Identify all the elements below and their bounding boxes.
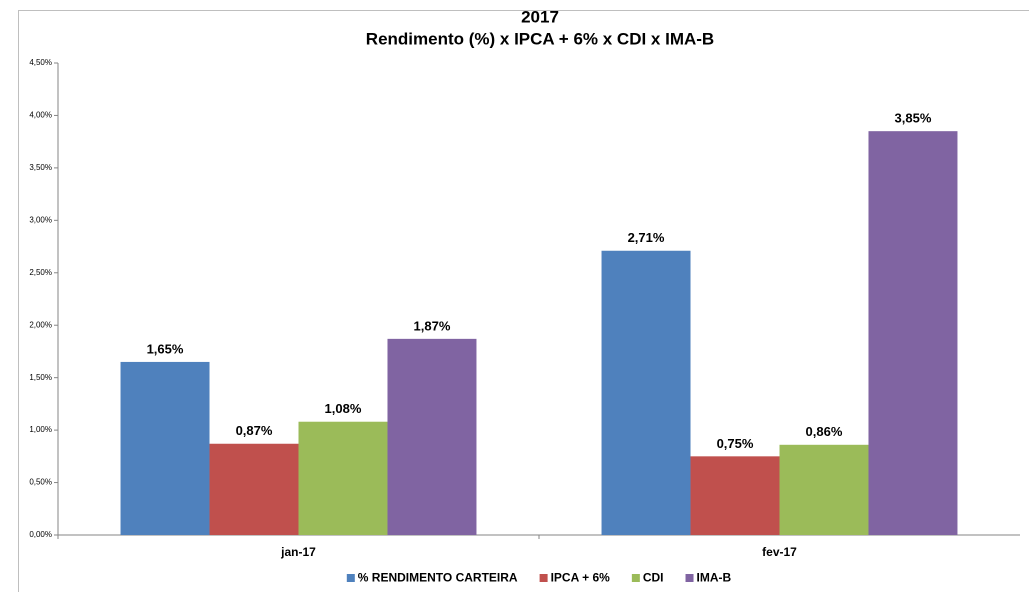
bar <box>690 456 780 535</box>
bar <box>209 443 299 535</box>
y-tick-label: 4,50% <box>29 58 52 67</box>
y-tick-label: 4,00% <box>29 111 52 120</box>
legend-swatch <box>685 574 694 582</box>
data-label: 0,86% <box>806 424 843 439</box>
data-label: 1,08% <box>325 401 362 416</box>
legend-label: IPCA + 6% <box>551 571 611 585</box>
legend-label: % RENDIMENTO CARTEIRA <box>358 571 518 585</box>
chart-title: 2017 <box>521 7 559 26</box>
y-tick-label: 2,50% <box>29 268 52 277</box>
bar <box>779 444 869 535</box>
legend-swatch <box>631 574 640 582</box>
y-tick-label: 0,00% <box>29 530 52 539</box>
bar <box>387 338 477 535</box>
bar <box>868 131 958 535</box>
legend-swatch <box>346 574 355 582</box>
data-label: 0,87% <box>236 423 273 438</box>
y-tick-label: 1,00% <box>29 425 52 434</box>
legend-swatch <box>539 574 548 582</box>
data-label: 3,85% <box>895 111 932 126</box>
bar <box>601 250 691 536</box>
data-label: 1,87% <box>414 318 451 333</box>
bar <box>120 361 210 535</box>
y-tick-label: 1,50% <box>29 373 52 382</box>
x-tick-label: jan-17 <box>280 545 316 559</box>
x-tick-label: fev-17 <box>762 545 797 559</box>
data-label: 2,71% <box>628 230 665 245</box>
legend-label: CDI <box>643 571 664 585</box>
y-tick-label: 3,50% <box>29 163 52 172</box>
data-label: 1,65% <box>147 341 184 356</box>
chart-subtitle: Rendimento (%) x IPCA + 6% x CDI x IMA-B <box>366 29 714 48</box>
y-tick-label: 3,00% <box>29 215 52 224</box>
legend-label: IMA-B <box>697 571 732 585</box>
y-tick-label: 2,00% <box>29 320 52 329</box>
y-tick-label: 0,50% <box>29 478 52 487</box>
data-label: 0,75% <box>717 436 754 451</box>
bar <box>298 421 388 535</box>
